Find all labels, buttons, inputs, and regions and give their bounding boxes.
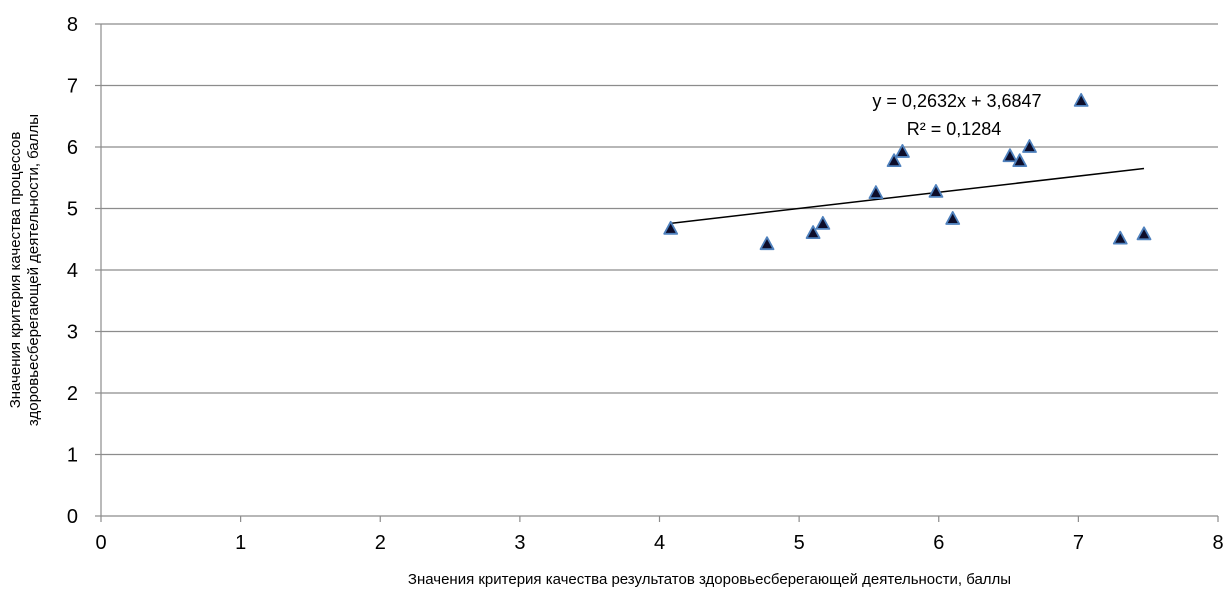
trendline-equation: y = 0,2632x + 3,6847 bbox=[872, 91, 1041, 111]
trendline bbox=[670, 167, 1145, 225]
data-point bbox=[759, 236, 775, 251]
x-tick-label: 3 bbox=[514, 532, 525, 554]
x-tick-label: 7 bbox=[1073, 532, 1084, 554]
data-point bbox=[805, 225, 821, 239]
y-axis-title-line-2: здоровьесберегающей деятельности, баллы bbox=[25, 114, 42, 426]
x-tick-label: 1 bbox=[235, 532, 246, 554]
gridlines bbox=[101, 23, 1218, 456]
data-point bbox=[868, 185, 884, 200]
trendline-r-squared: R² = 0,1284 bbox=[907, 119, 1002, 139]
data-points bbox=[663, 92, 1152, 251]
data-point bbox=[1136, 226, 1152, 241]
data-point bbox=[1012, 153, 1028, 168]
data-point bbox=[928, 183, 944, 198]
x-tick-label: 4 bbox=[654, 532, 665, 554]
y-tick-label: 2 bbox=[67, 383, 78, 405]
x-tick-label: 5 bbox=[794, 532, 805, 554]
y-tick-label: 4 bbox=[67, 260, 78, 282]
y-tick-label: 6 bbox=[67, 137, 78, 159]
data-point bbox=[1112, 230, 1128, 245]
data-point bbox=[945, 211, 961, 225]
x-axis-title: Значения критерия качества результатов з… bbox=[408, 571, 1011, 588]
data-point bbox=[1022, 139, 1037, 153]
trendline-group bbox=[670, 167, 1145, 225]
y-tick-label: 0 bbox=[67, 506, 78, 528]
data-point bbox=[1002, 148, 1018, 163]
y-tick-label: 3 bbox=[67, 322, 78, 344]
x-tick-label: 0 bbox=[95, 532, 106, 554]
y-tick-label: 5 bbox=[67, 199, 78, 221]
y-tick-label: 8 bbox=[67, 14, 78, 36]
axes bbox=[95, 23, 1219, 522]
y-tick-label: 1 bbox=[67, 445, 78, 467]
y-axis-title: Значения критерия качества процессов здо… bbox=[7, 114, 42, 426]
y-axis-title-line-1: Значения критерия качества процессов bbox=[7, 132, 24, 409]
data-point bbox=[895, 144, 910, 158]
x-tick-label: 2 bbox=[375, 532, 386, 554]
data-point bbox=[663, 220, 679, 235]
x-tick-label: 6 bbox=[933, 532, 944, 554]
x-tick-label: 8 bbox=[1212, 532, 1223, 554]
y-tick-label: 7 bbox=[67, 76, 78, 98]
data-point bbox=[1073, 92, 1089, 107]
data-point bbox=[815, 215, 831, 230]
data-point bbox=[886, 153, 902, 168]
tick-labels: 0 1 2 3 4 5 6 7 8 0 1 2 3 4 5 6 7 8 bbox=[67, 14, 1224, 554]
